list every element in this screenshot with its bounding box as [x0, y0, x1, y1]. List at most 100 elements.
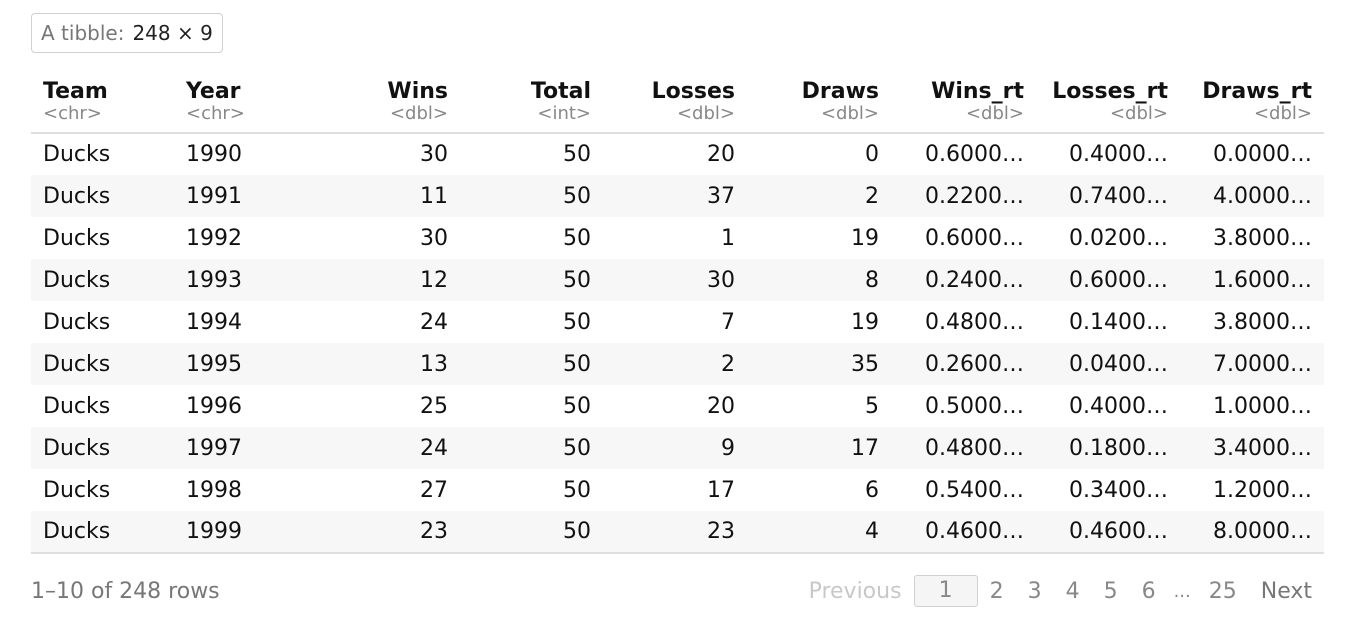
- cell-draws: 19: [851, 225, 879, 251]
- cell-wins: 23: [317, 511, 460, 554]
- cell-draws-rt: 3.8000…: [1213, 309, 1312, 335]
- cell-total: 50: [563, 393, 591, 419]
- cell-wins: 12: [317, 259, 460, 301]
- cell-team: Ducks: [43, 142, 111, 167]
- cell-total: 50: [563, 477, 591, 503]
- column-header-year: Year <chr>: [174, 72, 317, 134]
- table-row: Ducks 1999 23 50 23 4 0.4600… 0.4600… 8.0000…: [31, 511, 1324, 554]
- cell-draws-rt: 1.0000…: [1213, 393, 1312, 419]
- cell-losses: 37: [603, 175, 747, 217]
- cell-draws-rt: 1.2000…: [1213, 477, 1312, 503]
- cell-total: 50: [460, 343, 603, 385]
- cell-draws: 8: [747, 259, 891, 301]
- column-name: Losses: [651, 79, 735, 104]
- cell-losses-rt: 0.4000…: [1069, 393, 1168, 419]
- cell-draws: 2: [747, 175, 891, 217]
- cell-losses: 1: [721, 225, 735, 251]
- cell-wins-rt: 0.5400…: [925, 477, 1024, 503]
- cell-wins: 25: [420, 393, 448, 419]
- column-type: <dbl>: [676, 103, 735, 124]
- cell-wins-rt: 0.4800…: [891, 427, 1036, 469]
- table-footer: 1–10 of 248 rows Previous 1 2 3 4 5 6... 25 Nex…: [31, 571, 1324, 611]
- cell-losses: 7: [721, 309, 735, 335]
- cell-draws-rt: 4.0000…: [1180, 175, 1324, 217]
- table-row: Ducks 1995 13 50 2 35 0.2600… 0.0400… 7.0000…: [31, 343, 1324, 385]
- cell-total: 50: [460, 511, 603, 554]
- page-5-button[interactable]: 5: [1103, 578, 1118, 604]
- page-3-button[interactable]: 3: [1027, 578, 1042, 604]
- cell-wins: 13: [317, 343, 460, 385]
- cell-total: 50: [460, 427, 603, 469]
- cell-losses-rt: 0.0200…: [1069, 225, 1168, 251]
- cell-draws-rt: 3.8000…: [1213, 225, 1312, 251]
- cell-team: Ducks: [43, 477, 111, 503]
- pagination: Previous 1 2 3 4 5 6... 25 Next: [797, 575, 1324, 607]
- caption-label: A tibble:: [41, 21, 125, 45]
- cell-losses: 23: [603, 511, 747, 554]
- cell-wins-rt: 0.2600…: [891, 343, 1036, 385]
- column-name: Draws: [801, 79, 879, 104]
- previous-page-button[interactable]: Previous: [808, 578, 902, 604]
- cell-year: 1994: [186, 309, 242, 335]
- page-6-button[interactable]: 6: [1141, 578, 1156, 604]
- table-row: Ducks 1998 27 50 17 6 0.5400… 0.3400… 1.2000…: [31, 469, 1324, 511]
- column-name: Losses_rt: [1052, 79, 1168, 104]
- cell-draws: 6: [865, 477, 879, 503]
- page-ellipsis: ...: [1173, 580, 1191, 602]
- cell-losses-rt: 0.3400…: [1069, 477, 1168, 503]
- cell-losses-rt: 0.6000…: [1036, 259, 1180, 301]
- cell-total: 50: [460, 259, 603, 301]
- cell-draws: 35: [747, 343, 891, 385]
- table-row: Ducks 1992 30 50 1 19 0.6000… 0.0200… 3.8000…: [31, 217, 1324, 259]
- cell-wins-rt: 0.4600…: [891, 511, 1036, 554]
- cell-total: 50: [563, 142, 591, 167]
- column-type: <dbl>: [389, 103, 448, 124]
- table-row: Ducks 1991 11 50 37 2 0.2200… 0.7400… 4.0000…: [31, 175, 1324, 217]
- cell-wins-rt: 0.6000…: [925, 142, 1024, 167]
- table-row: Ducks 1994 24 50 7 19 0.4800… 0.1400… 3.8000…: [31, 301, 1324, 343]
- cell-team: Ducks: [31, 175, 174, 217]
- cell-team: Ducks: [31, 427, 174, 469]
- table-row: Ducks 1997 24 50 9 17 0.4800… 0.1800… 3.4000…: [31, 427, 1324, 469]
- last-page-button[interactable]: 25: [1208, 578, 1237, 604]
- cell-wins-rt: 0.2200…: [891, 175, 1036, 217]
- data-table: Team <chr> Year <chr> Wins <dbl> Total <int> Los…: [31, 72, 1324, 554]
- column-header-losses-rt: Losses_rt <dbl>: [1036, 72, 1180, 134]
- cell-team: Ducks: [43, 309, 111, 335]
- cell-losses-rt: 0.0400…: [1036, 343, 1180, 385]
- cell-losses-rt: 0.1400…: [1069, 309, 1168, 335]
- cell-draws-rt: 3.4000…: [1180, 427, 1324, 469]
- column-type: <dbl>: [965, 103, 1024, 124]
- column-header-draws-rt: Draws_rt <dbl>: [1180, 72, 1324, 134]
- cell-wins-rt: 0.4800…: [925, 309, 1024, 335]
- next-page-button[interactable]: Next: [1260, 578, 1312, 604]
- cell-team: Ducks: [31, 511, 174, 554]
- column-header-total: Total <int>: [460, 72, 603, 134]
- cell-wins-rt: 0.5000…: [925, 393, 1024, 419]
- cell-team: Ducks: [43, 225, 111, 251]
- page-2-button[interactable]: 2: [989, 578, 1004, 604]
- cell-losses-rt: 0.1800…: [1036, 427, 1180, 469]
- cell-draws: 17: [747, 427, 891, 469]
- column-header-draws: Draws <dbl>: [747, 72, 891, 134]
- cell-total: 50: [460, 175, 603, 217]
- cell-losses: 20: [707, 142, 735, 167]
- column-name: Total: [530, 79, 591, 104]
- cell-wins: 11: [317, 175, 460, 217]
- cell-wins-rt: 0.2400…: [891, 259, 1036, 301]
- cell-draws-rt: 1.6000…: [1180, 259, 1324, 301]
- page-1-button[interactable]: 1: [913, 575, 978, 607]
- cell-losses: 20: [707, 393, 735, 419]
- cell-year: 1991: [174, 175, 317, 217]
- column-name: Year: [186, 79, 241, 104]
- cell-year: 1992: [186, 225, 242, 251]
- cell-team: Ducks: [43, 393, 111, 419]
- cell-year: 1990: [186, 142, 242, 167]
- cell-total: 50: [563, 309, 591, 335]
- column-header-team: Team <chr>: [31, 72, 174, 134]
- cell-wins: 30: [420, 225, 448, 251]
- tibble-caption: A tibble: 248 × 9: [31, 13, 223, 53]
- page-4-button[interactable]: 4: [1065, 578, 1080, 604]
- cell-total: 50: [563, 225, 591, 251]
- cell-draws: 0: [865, 142, 879, 167]
